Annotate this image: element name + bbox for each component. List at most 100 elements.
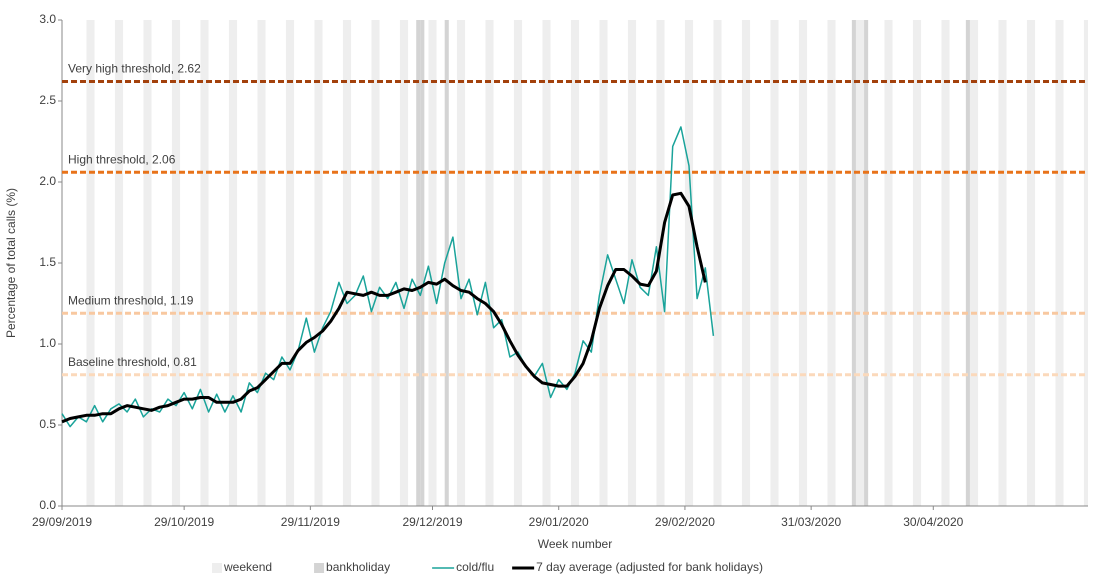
- band: [114, 20, 119, 506]
- legend-label: 7 day average (adjusted for bank holiday…: [536, 560, 763, 574]
- band: [119, 20, 124, 506]
- x-tick-label: 29/02/2020: [655, 515, 715, 529]
- band: [912, 20, 917, 506]
- band: [1002, 20, 1007, 506]
- band: [860, 20, 865, 506]
- legend-label: weekend: [223, 560, 272, 574]
- band: [599, 20, 604, 506]
- band: [746, 20, 751, 506]
- band: [627, 20, 632, 506]
- band: [432, 20, 437, 506]
- threshold-label: High threshold, 2.06: [68, 152, 176, 166]
- y-tick-label: 0.5: [39, 417, 56, 431]
- band: [1055, 20, 1060, 506]
- band: [969, 20, 974, 506]
- band: [399, 20, 404, 506]
- band: [347, 20, 352, 506]
- band: [518, 20, 523, 506]
- band: [290, 20, 295, 506]
- band: [713, 20, 718, 506]
- series-line: [61, 191, 707, 424]
- x-tick-label: 30/04/2020: [903, 515, 963, 529]
- band: [1059, 20, 1064, 506]
- band: [428, 20, 433, 506]
- band: [827, 20, 832, 506]
- y-tick-label: 0.0: [39, 498, 56, 512]
- band: [1031, 20, 1036, 506]
- threshold-label: Baseline threshold, 0.81: [68, 355, 197, 369]
- band: [176, 20, 181, 506]
- x-tick-label: 29/09/2019: [32, 515, 92, 529]
- band: [803, 20, 808, 506]
- band: [261, 20, 266, 506]
- band: [416, 20, 421, 506]
- band: [90, 20, 95, 506]
- band: [456, 20, 461, 506]
- y-tick-label: 2.0: [39, 174, 56, 188]
- band: [1083, 20, 1088, 506]
- band: [770, 20, 775, 506]
- band: [285, 20, 290, 506]
- band: [257, 20, 262, 506]
- band: [945, 20, 950, 506]
- band: [420, 20, 425, 506]
- band: [855, 20, 860, 506]
- band: [143, 20, 148, 506]
- band: [228, 20, 233, 506]
- band: [513, 20, 518, 506]
- band: [717, 20, 722, 506]
- band: [941, 20, 946, 506]
- band: [342, 20, 347, 506]
- x-tick-label: 29/10/2019: [154, 515, 214, 529]
- legend-label: cold/flu: [456, 560, 494, 574]
- band: [542, 20, 547, 506]
- band: [200, 20, 205, 506]
- band: [998, 20, 1003, 506]
- legend-swatch: [212, 563, 222, 573]
- series-line: [61, 126, 715, 428]
- y-tick-label: 1.0: [39, 336, 56, 350]
- band: [546, 20, 551, 506]
- band: [318, 20, 323, 506]
- band: [233, 20, 238, 506]
- y-tick-label: 3.0: [39, 12, 56, 26]
- legend-swatch: [314, 563, 325, 573]
- threshold-label: Very high threshold, 2.62: [68, 62, 201, 76]
- x-tick-label: 29/11/2019: [281, 515, 340, 529]
- band: [864, 20, 869, 506]
- x-axis-title: Week number: [538, 537, 612, 551]
- band: [375, 20, 380, 506]
- band: [570, 20, 575, 506]
- band: [1026, 20, 1031, 506]
- band: [485, 20, 490, 506]
- band: [684, 20, 689, 506]
- band: [204, 20, 209, 506]
- band: [851, 20, 856, 506]
- threshold-label: Medium threshold, 1.19: [68, 293, 194, 307]
- band: [798, 20, 803, 506]
- x-tick-label: 29/01/2020: [529, 515, 589, 529]
- band: [404, 20, 409, 506]
- x-tick-label: 29/12/2019: [402, 515, 462, 529]
- y-tick-label: 1.5: [39, 255, 56, 269]
- band: [632, 20, 637, 506]
- band: [171, 20, 176, 506]
- band: [489, 20, 494, 506]
- legend-label: bankholiday: [326, 560, 390, 574]
- band: [689, 20, 694, 506]
- y-tick-label: 2.5: [39, 93, 56, 107]
- band: [884, 20, 889, 506]
- band: [974, 20, 979, 506]
- band: [575, 20, 580, 506]
- band: [917, 20, 922, 506]
- band: [444, 20, 449, 506]
- band: [371, 20, 376, 506]
- band: [774, 20, 779, 506]
- band: [741, 20, 746, 506]
- band: [314, 20, 319, 506]
- band: [831, 20, 836, 506]
- band: [660, 20, 665, 506]
- y-axis-title: Percentage of total calls (%): [4, 188, 18, 338]
